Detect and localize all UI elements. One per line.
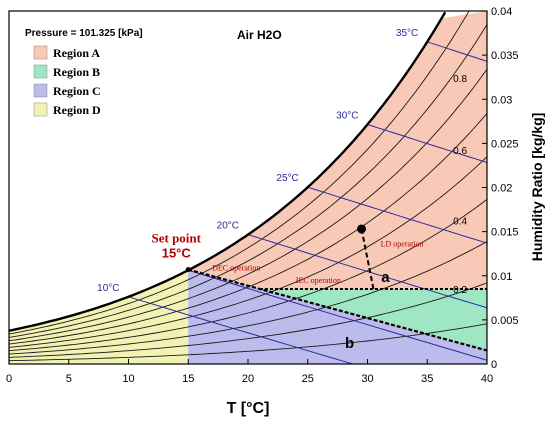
rh-labels-layer: 0.8 0.6 0.4 0.2	[453, 74, 467, 296]
y-tick-label: 0.02	[491, 183, 512, 195]
annotation-a: a	[381, 269, 390, 286]
legend-label: Region C	[53, 84, 101, 98]
x-axis-label: T [°C]	[227, 400, 270, 417]
y-tick-label: 0.03	[491, 94, 512, 106]
legend: Region A Region B Region C Region D	[33, 45, 101, 117]
y-axis-label: Humidity Ratio [kg/kg]	[529, 113, 545, 262]
x-tick-label: 10	[122, 373, 134, 385]
legend-swatch	[33, 83, 48, 98]
wet-bulb-line	[128, 296, 355, 364]
set-point-title: Set point	[152, 231, 202, 246]
y-tick-label: 0.01	[491, 271, 512, 283]
wet-bulb-label: 25°C	[276, 173, 298, 184]
regions-layer	[9, 11, 487, 364]
rh-curve	[9, 11, 470, 335]
x-tick-label: 20	[242, 373, 254, 385]
rh-label: 0.8	[453, 74, 467, 85]
legend-swatch	[33, 45, 48, 60]
y-tick-label: 0.04	[491, 6, 512, 18]
y-tick-label: 0.035	[491, 50, 519, 62]
y-tick-label: 0	[491, 359, 497, 371]
x-tick-label: 0	[6, 373, 12, 385]
rh-curve	[9, 24, 487, 338]
iec-operation-label: IEC operation	[296, 276, 341, 285]
x-tick-label: 25	[302, 373, 314, 385]
wet-bulb-label: 35°C	[396, 28, 418, 39]
y-tick-label: 0.025	[491, 138, 519, 150]
region-a-area	[188, 11, 487, 289]
x-tick-label: 30	[361, 373, 373, 385]
x-tick-label: 35	[421, 373, 433, 385]
wb-labels-layer: 10°C 20°C 25°C 30°C 35°C	[97, 28, 418, 294]
x-tick-label: 5	[66, 373, 72, 385]
legend-label: Region A	[53, 46, 100, 60]
rh-curve	[9, 199, 487, 352]
x-tick-label: 15	[182, 373, 194, 385]
rh-curve	[9, 241, 487, 355]
wet-bulb-line	[367, 124, 487, 163]
rh-curve	[9, 69, 487, 342]
x-tick-label: 40	[481, 373, 493, 385]
ld-operation-line	[360, 228, 375, 290]
y-tick-label: 0.015	[491, 227, 519, 239]
set-point-marker	[185, 267, 191, 273]
rh-curve	[9, 282, 487, 358]
wet-bulb-line	[188, 269, 487, 361]
operating-point	[357, 224, 367, 234]
saturation-curve	[9, 11, 447, 332]
y-tick-label: 0.005	[491, 315, 519, 327]
wet-bulb-label: 20°C	[217, 221, 239, 232]
set-point-temperature: 15°C	[162, 246, 192, 261]
wet-bulb-line	[427, 41, 487, 62]
wet-bulb-label: 30°C	[336, 110, 358, 121]
rh-label: 0.2	[453, 285, 467, 296]
legend-swatch	[33, 102, 48, 117]
curves-layer	[9, 11, 487, 364]
rh-label: 0.4	[453, 217, 467, 228]
wet-bulb-line	[307, 186, 487, 244]
rh-curve	[9, 113, 487, 345]
wet-bulb-line	[247, 234, 487, 309]
ticks-layer: 0 5 10 15 20 25 30 35 40 0 0.005 0.01 0.015 0.02 0.025…	[6, 6, 519, 385]
rh-label: 0.6	[453, 146, 467, 157]
dec-operation-line	[187, 268, 488, 352]
legend-label: Region D	[53, 103, 101, 117]
annotation-b: b	[345, 335, 354, 352]
rh-curve	[9, 156, 487, 348]
ld-operation-label: LD operation	[381, 240, 424, 249]
pressure-label: Pressure = 101.325 [kPa]	[25, 28, 143, 39]
legend-swatch	[33, 64, 48, 79]
wet-bulb-label: 10°C	[97, 283, 119, 294]
dec-operation-label: DEC operation	[212, 263, 260, 272]
legend-label: Region B	[53, 65, 100, 79]
fluid-label: Air H2O	[237, 28, 282, 42]
region-d-area	[9, 270, 189, 364]
